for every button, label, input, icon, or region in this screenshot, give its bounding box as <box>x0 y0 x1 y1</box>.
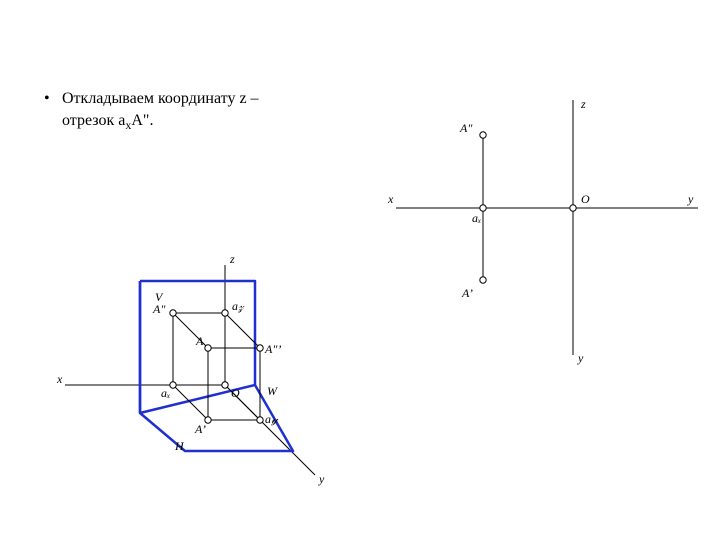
svg-text:A’: A’ <box>194 422 206 436</box>
svg-text:A: A <box>195 334 204 348</box>
svg-text:a𝓏: a𝓏 <box>232 299 245 313</box>
right-diagram: z x y y O A" A’ aₓ <box>388 100 708 385</box>
svg-text:y: y <box>318 472 325 486</box>
svg-text:x: x <box>388 192 394 206</box>
bullet-line2-pre: отрезок a <box>62 112 125 129</box>
svg-text:A"’: A"’ <box>264 342 281 356</box>
svg-text:z: z <box>229 252 235 266</box>
svg-text:O: O <box>581 192 590 206</box>
left-diagram: zxyOVWHAA"A"’A’aₓa𝓏a𝓎 <box>55 245 355 510</box>
svg-text:H: H <box>174 439 185 453</box>
svg-text:a𝓎: a𝓎 <box>265 412 279 426</box>
svg-text:A’: A’ <box>461 286 473 300</box>
svg-text:y: y <box>687 192 694 206</box>
svg-text:W: W <box>267 384 278 398</box>
svg-text:z: z <box>580 100 586 111</box>
svg-text:aₓ: aₓ <box>472 211 481 225</box>
svg-text:A": A" <box>459 121 473 135</box>
svg-text:O: O <box>231 386 240 400</box>
bullet-line2-post: А". <box>131 112 153 129</box>
svg-text:x: x <box>56 372 63 386</box>
bullet-text: Откладываем координату z – отрезок axА". <box>62 88 322 133</box>
svg-text:aₓ: aₓ <box>161 386 170 400</box>
bullet-line1: Откладываем координату z – <box>62 90 259 107</box>
svg-text:y: y <box>577 351 584 365</box>
svg-text:A": A" <box>152 302 166 316</box>
